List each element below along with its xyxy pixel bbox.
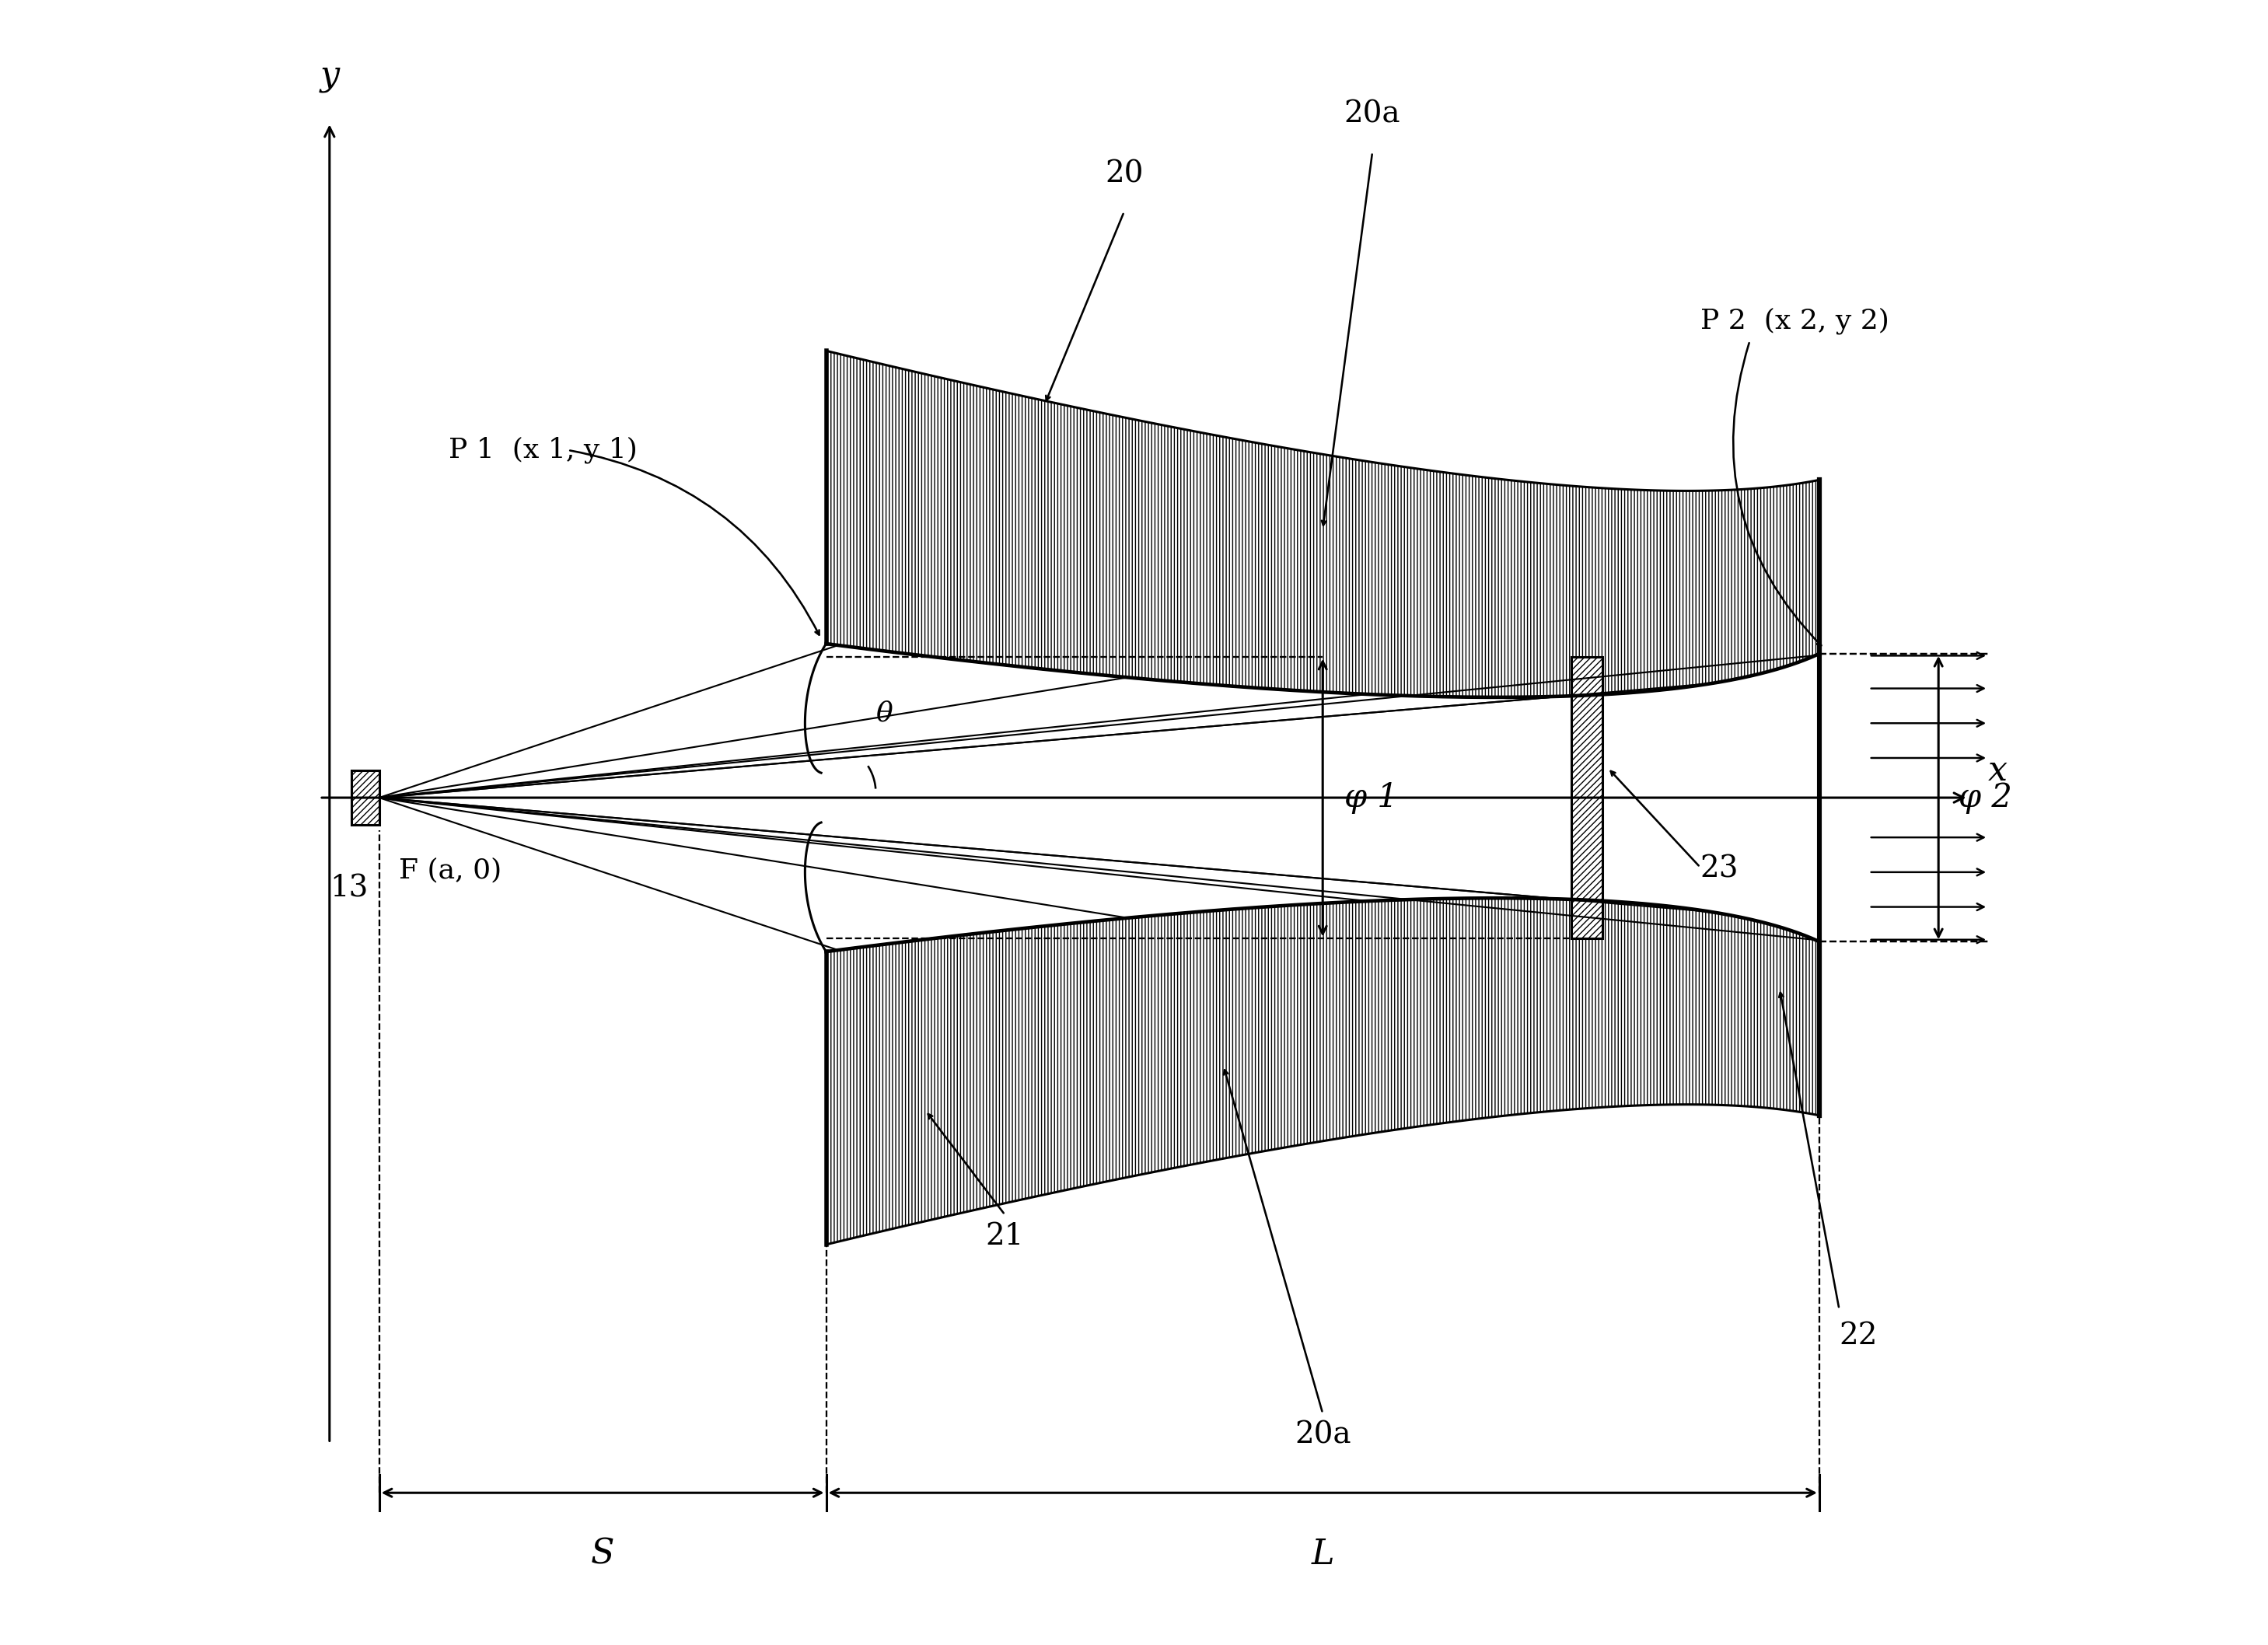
- Text: F (a, 0): F (a, 0): [399, 857, 501, 883]
- Text: 20a: 20a: [1295, 1421, 1352, 1449]
- Text: y: y: [320, 59, 340, 92]
- Text: S: S: [590, 1538, 615, 1571]
- Text: φ 1: φ 1: [1345, 781, 1397, 814]
- Polygon shape: [352, 770, 379, 826]
- Polygon shape: [826, 350, 1819, 697]
- Polygon shape: [1572, 656, 1603, 939]
- Text: 13: 13: [331, 875, 370, 903]
- Text: L: L: [1311, 1538, 1334, 1571]
- Text: x: x: [1989, 753, 2007, 788]
- Text: 21: 21: [987, 1222, 1025, 1250]
- Text: φ 2: φ 2: [1957, 781, 2012, 814]
- Text: P 1  (x 1, y 1): P 1 (x 1, y 1): [449, 436, 637, 464]
- Text: 20a: 20a: [1345, 100, 1402, 128]
- Text: 20: 20: [1105, 160, 1143, 188]
- Text: 22: 22: [1839, 1321, 1878, 1351]
- Polygon shape: [826, 898, 1819, 1245]
- Text: θ: θ: [875, 699, 894, 725]
- Text: P 2  (x 2, y 2): P 2 (x 2, y 2): [1701, 308, 1889, 334]
- Text: 23: 23: [1701, 854, 1740, 883]
